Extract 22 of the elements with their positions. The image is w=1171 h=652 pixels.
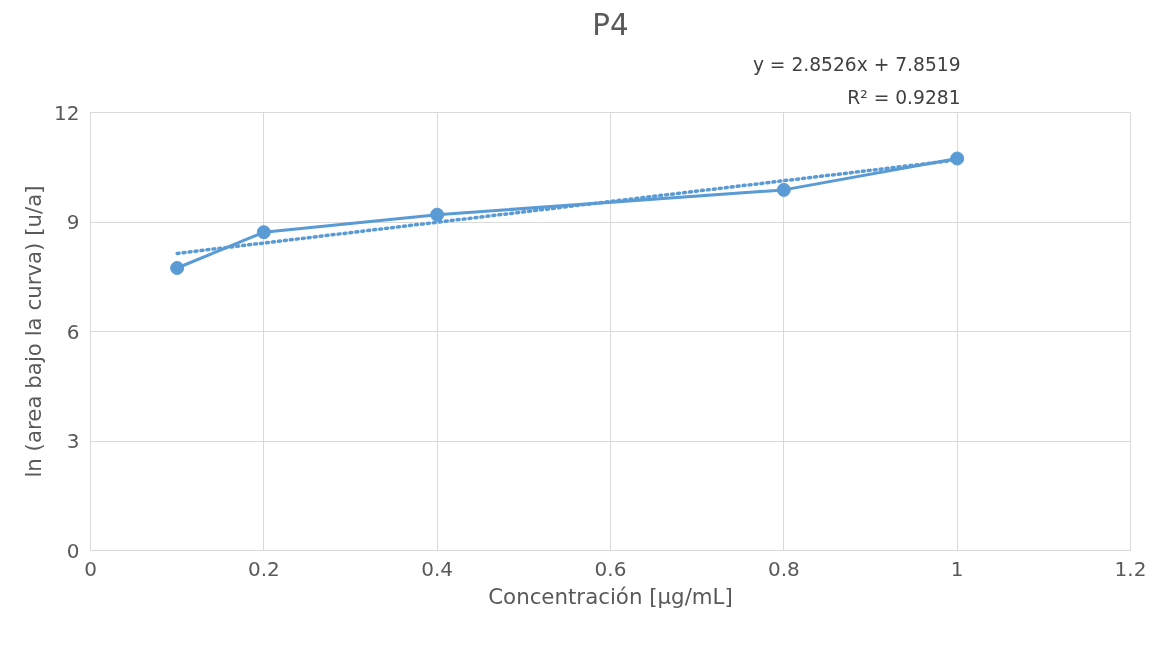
y-tick-label: 3	[66, 429, 80, 453]
point	[430, 207, 445, 222]
x-tick-label: 0.8	[767, 556, 800, 581]
y-tick-label: 12	[54, 100, 80, 125]
y-tick-label: 6	[66, 319, 80, 344]
x-tick-label: 0.6	[594, 556, 627, 581]
x-axis-title: Concentración [µg/mL]	[488, 583, 733, 609]
point	[950, 151, 965, 166]
point	[256, 225, 271, 240]
y-tick-label: 9	[66, 210, 80, 234]
point	[170, 261, 185, 275]
x-tick-label: 1	[950, 556, 964, 581]
x-tick-label: 0.2	[247, 556, 280, 581]
chart-title: P4	[592, 7, 629, 42]
x-tick-label: 0.4	[421, 556, 454, 581]
text: y = 2.8526x + 7.8519	[752, 53, 961, 75]
text: R² = 0.9281	[847, 86, 961, 108]
x-tick-label: 1.2	[1114, 556, 1147, 581]
point	[776, 182, 791, 197]
y-tick-label: 0	[66, 538, 80, 563]
x-tick-label: 0	[84, 556, 97, 581]
y-axis-title: ln (area bajo la curva) [u/a]	[21, 185, 47, 478]
